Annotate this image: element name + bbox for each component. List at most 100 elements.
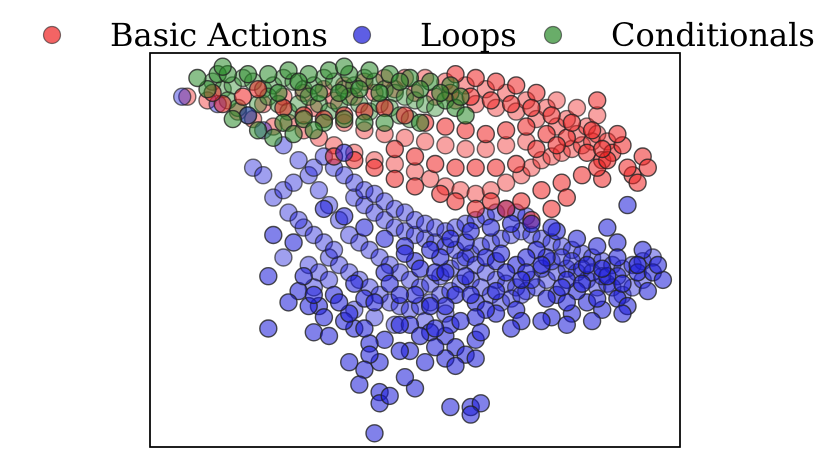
data-point-conditionals-59 (335, 109, 354, 129)
data-point-loops-267 (329, 293, 349, 312)
data-point-loops-240 (426, 319, 445, 338)
data-point-loops-283 (350, 375, 369, 394)
data-point-loops-10 (340, 225, 359, 245)
data-point-conditionals-46 (259, 64, 278, 84)
data-point-conditionals-80 (390, 72, 409, 91)
data-point-loops-204 (436, 296, 455, 316)
data-point-loops-256 (390, 341, 409, 361)
data-point-loops-219 (542, 218, 561, 237)
data-point-loops-276 (380, 386, 399, 406)
data-point-loops-109 (264, 188, 283, 207)
data-point-conditionals-73 (456, 106, 475, 125)
data-point-conditionals-51 (360, 61, 379, 80)
data-point-basic-actions-84 (517, 117, 536, 136)
data-point-loops-213 (421, 240, 440, 260)
data-point-basic-actions-117 (547, 136, 566, 155)
data-point-loops-123 (415, 214, 435, 234)
data-point-conditionals-56 (274, 113, 293, 133)
data-point-loops-254 (410, 326, 430, 346)
data-point-conditionals-83 (451, 87, 470, 106)
legend-marker (352, 25, 372, 45)
data-point-loops-222 (537, 289, 556, 308)
data-point-loops-192 (304, 323, 323, 342)
data-point-loops-108 (289, 210, 308, 230)
data-point-loops-233 (532, 311, 551, 331)
data-point-loops-12 (360, 240, 379, 260)
data-point-conditionals-82 (431, 83, 450, 103)
data-point-loops-260 (426, 338, 445, 357)
data-point-loops-116 (345, 173, 364, 192)
data-point-basic-actions-87 (577, 143, 597, 163)
data-point-loops-216 (481, 218, 501, 237)
data-point-loops-224 (588, 289, 607, 308)
data-point-loops-215 (461, 222, 480, 241)
data-point-loops-119 (375, 192, 394, 211)
data-point-loops-243 (486, 281, 506, 301)
data-point-basic-actions-145 (593, 139, 612, 159)
data-point-conditionals-70 (335, 57, 354, 76)
data-point-conditionals-74 (269, 83, 288, 103)
data-point-loops-264 (390, 315, 409, 334)
data-point-conditionals-45 (238, 64, 258, 84)
data-point-loops-229 (421, 296, 440, 316)
data-point-basic-actions-110 (405, 147, 425, 166)
data-point-loops-263 (365, 293, 384, 312)
data-point-basic-actions-95 (572, 165, 592, 185)
data-point-loops-190 (567, 229, 587, 249)
legend: Basic Actions Loops Conditionals (42, 16, 815, 54)
data-point-basic-actions-131 (618, 158, 637, 177)
data-point-basic-actions-143 (562, 113, 582, 133)
legend-label: Loops (420, 16, 517, 54)
data-point-basic-actions-0 (178, 87, 197, 106)
data-point-loops-121 (395, 203, 415, 222)
data-point-conditionals-62 (248, 121, 268, 140)
data-point-loops-5 (289, 150, 308, 170)
data-point-loops-214 (441, 229, 460, 249)
data-point-basic-actions-18 (496, 173, 516, 192)
data-point-basic-actions-75 (486, 72, 506, 91)
data-point-basic-actions-102 (446, 192, 465, 211)
data-point-loops-101 (304, 225, 323, 245)
data-point-loops-241 (436, 263, 455, 282)
data-point-loops-281 (461, 405, 480, 424)
data-point-conditionals-66 (223, 109, 243, 129)
data-point-loops-239 (390, 285, 409, 305)
data-point-loops-111 (284, 173, 303, 192)
data-point-loops-134 (243, 158, 263, 177)
data-point-loops-234 (557, 315, 576, 334)
data-point-basic-actions-31 (415, 132, 435, 151)
data-point-loops-7 (309, 180, 329, 200)
data-point-basic-actions-113 (466, 158, 485, 177)
data-point-loops-167 (618, 195, 637, 215)
data-point-conditionals-63 (264, 128, 283, 148)
data-point-basic-actions-132 (628, 173, 647, 192)
data-point-loops-212 (395, 244, 415, 263)
legend-marker (42, 25, 62, 45)
data-point-basic-actions-32 (436, 136, 455, 155)
data-point-loops-208 (314, 199, 334, 219)
data-point-loops-170 (284, 233, 303, 252)
data-point-loops-220 (491, 244, 511, 263)
data-point-loops-0 (172, 87, 192, 106)
legend-label: Conditionals (611, 16, 815, 54)
data-point-basic-actions-83 (496, 121, 516, 140)
data-point-loops-284 (395, 368, 415, 387)
data-point-conditionals-65 (304, 121, 323, 140)
data-point-conditionals-68 (188, 68, 207, 88)
data-point-basic-actions-139 (481, 91, 501, 110)
data-point-loops-218 (522, 214, 541, 234)
data-point-loops-269 (294, 267, 313, 286)
data-point-conditionals-69 (213, 57, 232, 76)
data-point-loops-266 (466, 349, 485, 368)
data-point-basic-actions-76 (466, 68, 485, 88)
data-point-loops-236 (613, 304, 632, 323)
data-point-loops-178 (628, 255, 647, 275)
data-point-loops-183 (410, 259, 430, 278)
data-point-loops-124 (426, 218, 445, 237)
data-point-loops-232 (501, 319, 521, 338)
data-point-basic-actions-144 (582, 121, 602, 140)
data-point-loops-258 (355, 319, 374, 338)
data-point-loops-226 (648, 255, 668, 275)
data-point-loops-166 (598, 218, 617, 237)
